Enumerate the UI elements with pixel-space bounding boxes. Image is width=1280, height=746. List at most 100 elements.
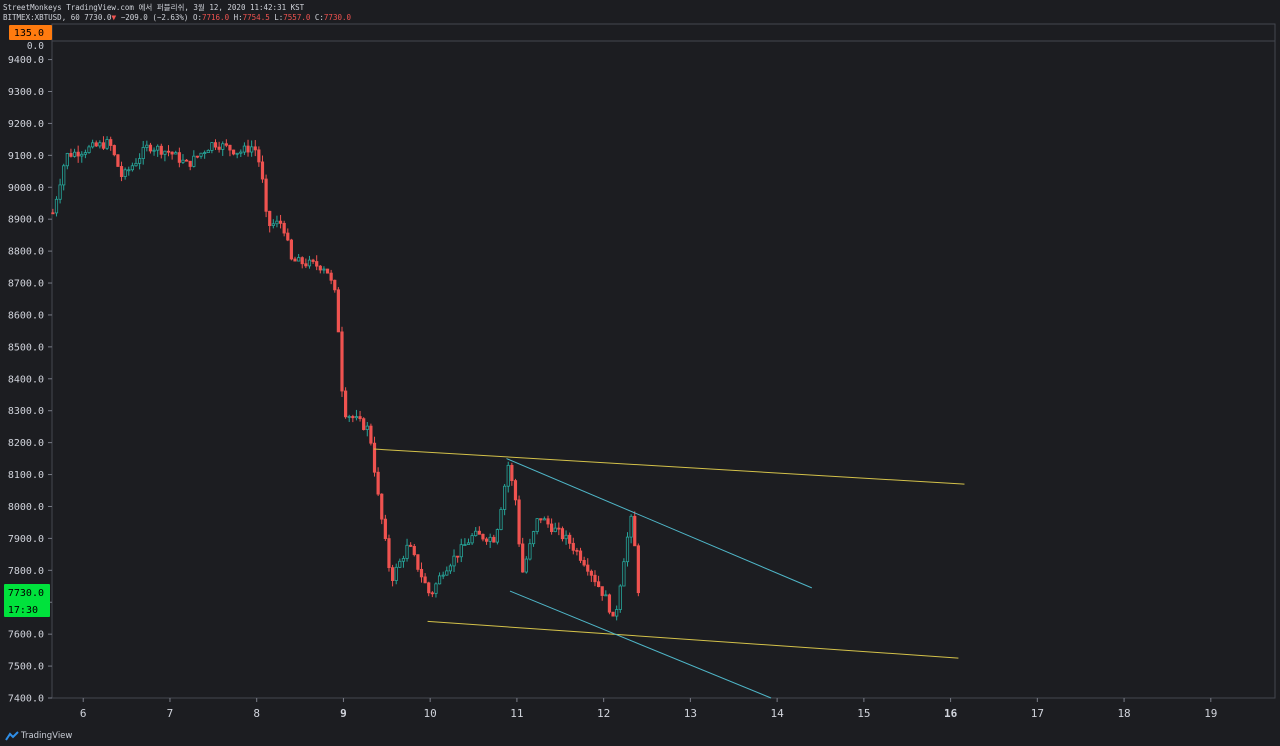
- candle: [195, 155, 200, 159]
- candle: [535, 518, 539, 535]
- candle: [286, 228, 290, 242]
- x-tick-label: 13: [684, 707, 697, 720]
- candle: [463, 538, 467, 546]
- candle: [416, 554, 420, 572]
- candle: [134, 158, 138, 167]
- candle: [495, 528, 499, 545]
- candle: [166, 145, 171, 157]
- axis-badges: 135.0 0.0 7730.0 17:30: [4, 25, 52, 617]
- drawings[interactable]: [373, 448, 965, 699]
- candle: [260, 155, 265, 183]
- candle: [116, 154, 120, 167]
- y-tick-label: 8200.0: [8, 438, 44, 449]
- candle: [51, 208, 55, 215]
- channel-upper[interactable]: [506, 458, 813, 589]
- time-axis[interactable]: 6 7 8 9 10 11 12 13 14 15 16 17 18 19: [80, 698, 1218, 720]
- price-axis[interactable]: 7400.07500.07600.07700.07800.07900.08000…: [8, 55, 52, 705]
- candle: [159, 143, 163, 159]
- upper-trendline[interactable]: [373, 448, 965, 485]
- candle: [145, 140, 149, 152]
- candle: [206, 149, 210, 154]
- candle: [390, 564, 395, 587]
- candle: [380, 493, 384, 525]
- candle: [615, 605, 619, 621]
- y-tick-label: 7600.0: [8, 630, 44, 641]
- candle: [271, 219, 275, 229]
- candle: [174, 150, 178, 155]
- candle: [268, 210, 272, 233]
- candle: [477, 526, 481, 535]
- candle: [557, 522, 561, 536]
- candle: [224, 139, 228, 148]
- candle: [499, 507, 503, 531]
- candle: [138, 153, 142, 170]
- down-arrow-icon: ▼: [111, 13, 117, 22]
- candle: [282, 220, 286, 237]
- candle: [437, 572, 442, 585]
- candle: [553, 522, 557, 533]
- candle: [130, 162, 134, 172]
- candle: [87, 144, 91, 154]
- candle: [481, 533, 485, 542]
- candle: [311, 258, 315, 264]
- candle: [448, 563, 453, 574]
- y-tick-label: 9400.0: [8, 55, 44, 66]
- high-label: H:: [233, 13, 243, 22]
- channel-lower[interactable]: [509, 590, 772, 699]
- y-tick-label: 9100.0: [8, 151, 44, 162]
- candle: [148, 142, 153, 154]
- candle: [531, 530, 536, 547]
- plot-area[interactable]: [51, 23, 1276, 699]
- candle: [69, 148, 73, 158]
- candle: [83, 149, 87, 159]
- candle: [250, 140, 254, 157]
- candle: [123, 167, 127, 180]
- open-label: O:: [192, 13, 202, 22]
- candle: [112, 144, 116, 157]
- candle: [188, 160, 192, 171]
- symbol-label[interactable]: BITMEX:XBTUSD, 60: [3, 13, 80, 22]
- candle: [506, 461, 510, 493]
- candle: [336, 287, 340, 333]
- candle: [546, 515, 550, 528]
- candle: [589, 569, 593, 582]
- candle: [58, 178, 62, 204]
- volume-badge: [9, 25, 52, 40]
- lower-trendline[interactable]: [427, 620, 959, 659]
- x-tick-label: 6: [80, 707, 87, 720]
- candle: [304, 258, 308, 269]
- candle: [184, 159, 189, 162]
- candle: [633, 511, 637, 547]
- candle: [542, 516, 546, 521]
- candle: [177, 147, 181, 168]
- candle: [62, 163, 66, 191]
- candle: [427, 581, 431, 597]
- candle: [369, 423, 373, 446]
- candle: [484, 537, 489, 545]
- candle: [405, 538, 409, 562]
- candle: [394, 563, 398, 585]
- candle: [409, 542, 413, 548]
- candle: [488, 533, 492, 548]
- x-tick-label: 7: [167, 707, 174, 720]
- candle: [510, 462, 514, 486]
- candle: [76, 145, 80, 163]
- candle: [604, 590, 608, 597]
- high-value: 7754.5: [242, 13, 270, 22]
- candle: [452, 549, 456, 573]
- candle: [210, 142, 214, 154]
- candle: [257, 146, 261, 167]
- candle: [297, 253, 301, 262]
- close-label: C:: [314, 13, 324, 22]
- candle: [517, 495, 521, 547]
- candle: [119, 161, 124, 182]
- candle: [275, 215, 279, 228]
- candle: [228, 144, 232, 157]
- candle: [419, 562, 424, 583]
- chart-header: StreetMonkeys TradingView.com 에서 퍼블리쉬, 3…: [0, 0, 1280, 24]
- y-tick-label: 8500.0: [8, 342, 44, 353]
- candle: [564, 530, 568, 545]
- x-tick-label: 10: [424, 707, 437, 720]
- candle: [217, 141, 221, 153]
